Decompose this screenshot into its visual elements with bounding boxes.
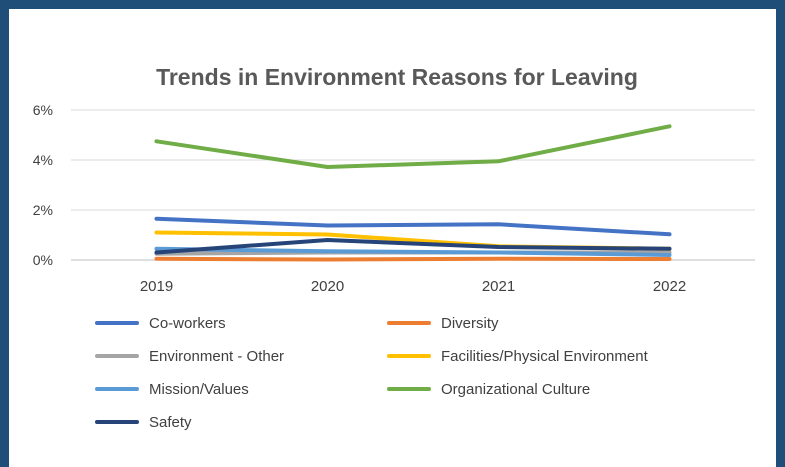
- chart-title: Trends in Environment Reasons for Leavin…: [156, 64, 638, 90]
- y-tick-label: 0%: [33, 252, 53, 268]
- legend-label: Co-workers: [149, 315, 226, 332]
- y-axis-tick-labels: 0% 2% 4% 6%: [33, 102, 53, 268]
- line-chart: Trends in Environment Reasons for Leavin…: [33, 64, 755, 431]
- series-line-safety: [154, 238, 672, 255]
- series-line-mission-values: [154, 246, 672, 257]
- x-tick-label: 2021: [482, 278, 515, 295]
- legend-item: Organizational Culture: [387, 381, 590, 398]
- legend-label: Safety: [149, 414, 192, 431]
- legend-label: Organizational Culture: [441, 381, 590, 398]
- series-line-organizational-culture: [154, 124, 672, 169]
- legend-item: Mission/Values: [95, 381, 249, 398]
- series-line-diversity: [154, 256, 672, 262]
- legend-label: Diversity: [441, 315, 499, 332]
- series-lines: [154, 124, 672, 262]
- gridlines: [71, 109, 755, 261]
- legend: Co-workers Diversity Environment - Other Fa…: [95, 315, 649, 431]
- x-tick-label: 2020: [311, 278, 344, 295]
- y-tick-label: 6%: [33, 102, 53, 118]
- x-tick-label: 2019: [140, 278, 173, 295]
- series-line-co-workers: [154, 216, 672, 237]
- legend-label: Facilities/Physical Environment: [441, 348, 649, 365]
- y-tick-label: 4%: [33, 152, 53, 168]
- legend-item: Facilities/Physical Environment: [387, 348, 649, 365]
- legend-item: Co-workers: [95, 315, 226, 332]
- legend-item: Safety: [95, 414, 192, 431]
- legend-label: Environment - Other: [149, 348, 284, 365]
- legend-item: Environment - Other: [95, 348, 284, 365]
- x-tick-label: 2022: [653, 278, 686, 295]
- y-tick-label: 2%: [33, 202, 53, 218]
- legend-label: Mission/Values: [149, 381, 249, 398]
- x-axis-tick-labels: 2019 2020 2021 2022: [140, 278, 686, 295]
- legend-item: Diversity: [387, 315, 499, 332]
